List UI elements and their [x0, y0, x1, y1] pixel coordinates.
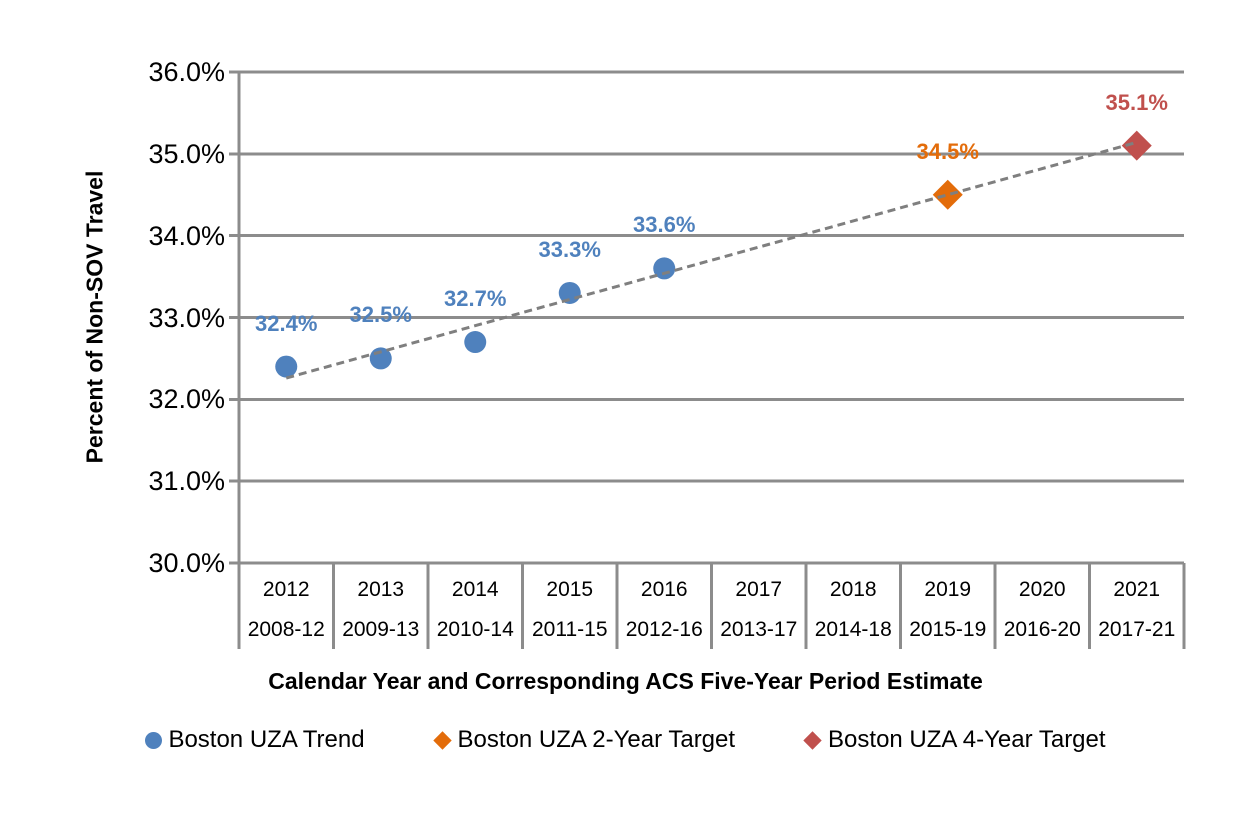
legend-diamond-icon [803, 730, 822, 750]
legend-label: Boston UZA 2-Year Target [457, 726, 736, 753]
x-tick-period-label: 2009-13 [342, 618, 420, 641]
y-tick-label: 30.0% [148, 548, 225, 578]
legend-circle-icon [145, 731, 163, 749]
target-diamond-marker [932, 179, 963, 210]
data-label: 32.5% [349, 302, 412, 328]
legend-item: Boston UZA Trend [145, 726, 365, 754]
x-tick-year-label: 2018 [829, 578, 877, 601]
target-diamond-marker [1121, 130, 1152, 161]
legend-label: Boston UZA Trend [168, 726, 365, 753]
x-tick-period-label: 2008-12 [247, 618, 325, 641]
y-tick-label: 36.0% [148, 57, 225, 87]
y-tick-label: 32.0% [148, 384, 225, 415]
trend-point-marker [275, 355, 298, 378]
trend-line [285, 140, 1138, 380]
x-tick-year-label: 2015 [546, 578, 594, 601]
x-tick-year-label: 2012 [262, 578, 310, 601]
legend-item: Boston UZA 2-Year Target [432, 726, 736, 754]
y-tick-label: 34.0% [148, 220, 225, 251]
x-tick-period-label: 2015-19 [909, 618, 987, 641]
data-label: 34.5% [916, 138, 979, 164]
y-tick-label: 33.0% [148, 302, 225, 333]
x-tick-period-label: 2014-18 [814, 618, 892, 641]
x-tick-year-label: 2013 [357, 578, 405, 601]
legend-label: Boston UZA 4-Year Target [828, 726, 1106, 753]
x-tick-year-label: 2016 [640, 578, 688, 601]
x-tick-period-label: 2016-20 [1003, 618, 1081, 641]
data-label: 35.1% [1105, 89, 1168, 115]
x-tick-period-label: 2010-14 [436, 618, 514, 641]
x-tick-year-label: 2021 [1113, 578, 1161, 601]
x-tick-period-label: 2012-16 [625, 618, 703, 641]
x-axis-title: Calendar Year and Corresponding ACS Five… [268, 668, 983, 694]
x-tick-year-label: 2019 [924, 578, 972, 601]
x-tick-period-label: 2011-15 [531, 618, 608, 641]
data-label: 33.6% [633, 212, 696, 238]
legend-item: Boston UZA 4-Year Target [803, 726, 1106, 754]
x-tick-period-label: 2017-21 [1098, 618, 1176, 641]
y-tick-label: 31.0% [148, 466, 225, 497]
y-tick-label: 35.0% [148, 138, 225, 169]
x-tick-year-label: 2020 [1018, 578, 1066, 601]
x-tick-year-label: 2017 [735, 578, 783, 601]
legend: Boston UZA Trend Boston UZA 2-Year Target… [0, 722, 1251, 758]
legend-diamond-icon [432, 730, 452, 750]
trend-point-marker [653, 257, 676, 280]
y-axis-title: Percent of Non-SOV Travel [81, 170, 108, 464]
data-label: 32.4% [255, 310, 318, 336]
x-tick-period-label: 2013-17 [720, 618, 798, 641]
data-label: 32.7% [444, 286, 507, 312]
data-label: 33.3% [538, 236, 601, 262]
x-tick-year-label: 2014 [451, 578, 499, 601]
trend-point-marker [464, 331, 487, 354]
